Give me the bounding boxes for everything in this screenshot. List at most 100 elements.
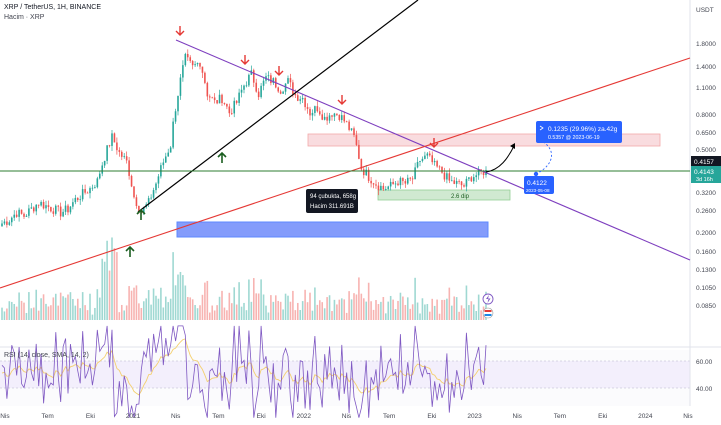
candle-body [260,85,262,98]
volume-bar [30,308,33,320]
candle-body [223,103,226,104]
measure-bars: 94 çubukta, 658g [310,194,356,200]
candle-body [174,111,177,122]
candle-body [79,199,82,201]
volume-bar [375,300,377,320]
volume-bars [1,237,487,320]
rsi-legend[interactable]: RSI (14, close, SMA, 14, 2) [4,352,89,359]
candle-body [130,175,133,187]
volume-bar [84,305,86,320]
candle-body [387,186,390,190]
volume-bar [59,292,62,320]
candle-body [57,205,60,207]
ascending-trendline-black[interactable] [137,0,419,213]
volume-bar [45,303,47,320]
candle-body [228,106,231,114]
volume-bar [389,295,392,320]
candle-body [184,53,187,66]
candle-body [409,177,412,179]
support-zone [377,189,511,201]
price-tick: 1.8000 [696,41,716,48]
descending-trendline[interactable] [175,39,691,261]
time-axis[interactable]: Nis Tem Eki 2021 Nis Tem Eki 2022 Nis Tem Eki 2023 N… [0,413,693,420]
candle-body [235,100,238,103]
volume-bar [8,301,11,320]
live-price-value: 0.4143 [694,169,714,176]
volume-bar [50,305,52,320]
candle-body [111,133,113,146]
volume-bar [18,292,20,320]
candle-body [116,142,118,151]
time-tick: 2021 [126,413,141,420]
candle-body [8,222,11,225]
candle-body [233,100,236,114]
volume-bar [301,301,304,320]
volume-bar [40,298,42,320]
candle-body [226,103,228,107]
candle-body [138,206,140,212]
volume-bar [74,305,77,320]
candle-body [86,192,89,194]
time-tick: 2024 [638,413,653,420]
candle-body [338,114,341,120]
volume-bar [348,291,350,320]
volume-bar [274,295,277,320]
candle-body [147,198,150,205]
price-tick: 0.0850 [696,303,716,310]
candle-body [380,185,382,191]
volume-bar [358,277,360,320]
volume-bar [120,304,123,320]
price-axis[interactable]: 1.8000 1.4000 1.1000 0.8000 0.6500 0.500… [696,41,716,310]
volume-bar [284,293,287,320]
volume-bar [89,293,91,320]
candle-body [262,80,265,86]
candle-body [482,171,485,176]
volume-bar [52,297,55,320]
volume-bar [282,309,284,320]
candle-body [106,145,108,161]
candle-body [279,91,282,94]
candle-body [167,152,170,157]
volume-bar [252,278,255,320]
volume-bar [465,285,468,320]
candle-body [1,223,3,227]
candle-body [164,156,167,163]
volume-bar [377,304,380,320]
buy-arrow-icon [125,151,227,257]
volume-bar [260,279,262,320]
volume-bar [372,309,375,320]
volume-bar [179,271,182,320]
candle-body [289,78,292,83]
rsi-line [1,325,487,418]
candle-body [365,169,368,176]
candle-body [240,89,243,93]
volume-bar [211,305,214,320]
volume-bar [411,304,414,320]
volume-bar [1,307,3,320]
candle-body [433,160,436,163]
volume-bar [409,308,412,320]
candle-body [18,209,20,217]
volume-bar [458,311,460,320]
volume-legend[interactable]: Hacim · XRP [4,14,45,21]
candle-body [50,207,52,212]
volume-bar [213,310,216,320]
volume-bar [333,299,336,320]
volume-bar [164,296,167,320]
candle-body [333,113,336,117]
volume-bar [23,302,25,320]
candle-body [177,95,179,112]
volume-bar [204,282,206,320]
volume-bar [309,292,311,320]
volume-bar [287,295,289,320]
symbol-title[interactable]: XRP / TetherUS, 1H, BINANCE [4,4,101,11]
candle-body [343,115,346,122]
measure-volume: Hacim 311.691B [310,204,354,210]
candle-body [411,178,414,180]
volume-bar [13,303,16,320]
candle-body [62,211,64,217]
candle-body [287,78,289,84]
price-tick: 1.4000 [696,64,716,71]
ascending-trendline-red[interactable] [0,57,691,289]
